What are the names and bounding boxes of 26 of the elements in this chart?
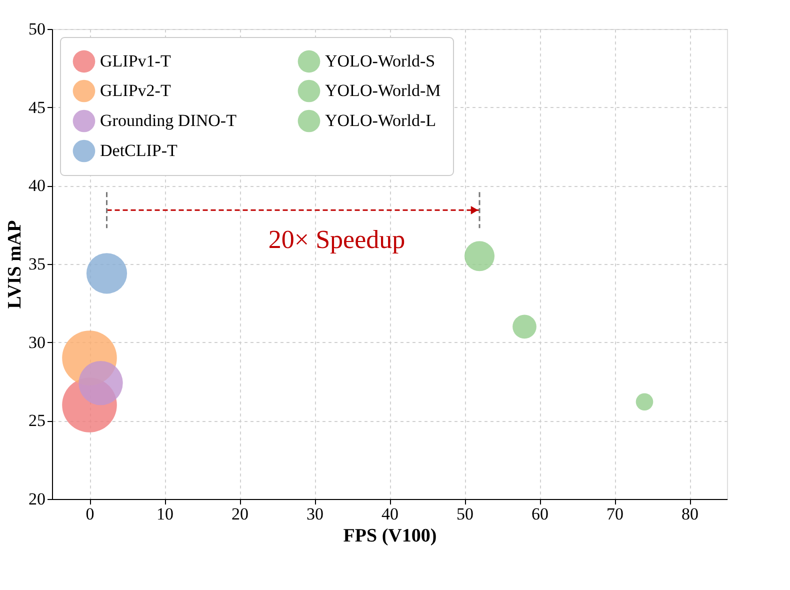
y-tick-label: 45 — [28, 98, 46, 117]
x-tick-label: 0 — [86, 504, 94, 524]
x-tick-label: 20 — [232, 504, 248, 524]
y-tick-label: 40 — [28, 176, 46, 196]
x-tick-label: 30 — [306, 504, 324, 524]
y-tick-label: 30 — [28, 332, 46, 352]
x-tick-label: 70 — [606, 504, 624, 524]
x-tick-label: 50 — [456, 504, 474, 524]
x-tick-label: 80 — [682, 504, 698, 524]
legend-label: YOLO-World-L — [325, 111, 436, 130]
x-axis-title: FPS (V100) — [343, 526, 437, 546]
legend-label: GLIPv2-T — [100, 81, 172, 100]
y-tick-label: 20 — [28, 490, 46, 508]
annotation: 20× Speedup — [268, 225, 406, 254]
legend-label: YOLO-World-M — [325, 81, 441, 100]
legend-label: DetCLIP-T — [100, 141, 178, 160]
y-tick-label: 35 — [28, 254, 46, 274]
legend-label: YOLO-World-S — [325, 51, 436, 70]
x-tick-label: 40 — [382, 504, 398, 524]
x-tick-label: 10 — [156, 504, 174, 524]
y-axis-title: LVIS mAP — [4, 220, 26, 309]
y-tick-label: 25 — [28, 411, 46, 430]
y-tick-label: 50 — [28, 20, 46, 38]
legend-label: Grounding DINO-T — [100, 111, 238, 130]
legend-label: GLIPv1-T — [100, 51, 172, 70]
x-tick-label: 60 — [532, 504, 548, 524]
